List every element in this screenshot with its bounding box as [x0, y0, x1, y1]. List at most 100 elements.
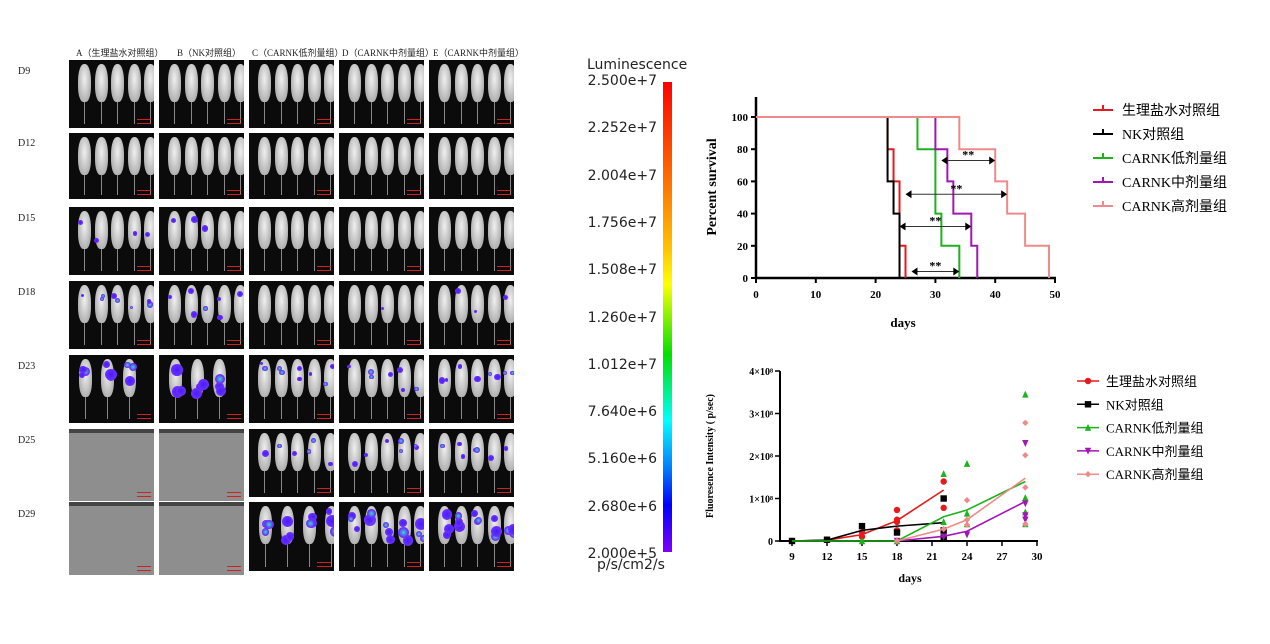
mouse: [397, 137, 411, 175]
luminescence-spot: [443, 531, 451, 540]
significance-label: **: [929, 259, 941, 273]
mouse-tail: [313, 102, 315, 124]
mouse-tail: [370, 471, 372, 493]
legend-marker: [1084, 447, 1092, 455]
mouse: [348, 433, 361, 471]
luminescence-spot: [279, 369, 286, 376]
mouse-tail: [133, 249, 135, 271]
mouse: [307, 285, 321, 323]
luminescence-spot: [105, 368, 117, 381]
mouse-tail: [370, 102, 372, 124]
mouse-image-panel: [429, 281, 514, 349]
data-point: [858, 522, 866, 530]
mouse: [414, 359, 424, 397]
x-tick-label: 15: [857, 551, 869, 563]
luminescence-spot: [385, 527, 394, 536]
mouse: [111, 64, 124, 102]
mouse-tail: [420, 175, 421, 195]
mouse: [487, 137, 501, 175]
mouse: [471, 285, 484, 323]
data-point: [1022, 484, 1029, 491]
mouse: [217, 137, 231, 175]
data-point: [823, 536, 831, 543]
mouse-tail: [330, 323, 331, 345]
mouse-image-panel: [429, 355, 514, 423]
mouse: [504, 211, 514, 249]
luminescence-spot: [79, 365, 87, 374]
luminescence-spot: [146, 300, 154, 308]
mouse: [348, 285, 361, 323]
mouse-tail: [223, 249, 225, 271]
mouse: [307, 64, 321, 102]
mouse-tail: [460, 102, 462, 124]
mouse-tail: [84, 175, 85, 195]
row-label: D18: [18, 287, 36, 298]
luminescence-spot: [458, 364, 463, 369]
mouse-tail: [117, 249, 118, 271]
mouse-image-panel: [249, 133, 334, 199]
column-header: B（NK对照组）: [177, 48, 242, 58]
mouse-tail: [477, 102, 478, 124]
luminescence-spot: [329, 525, 334, 538]
mouse: [438, 211, 451, 249]
mouse-tail: [175, 397, 176, 419]
luminescence-spot: [308, 372, 313, 376]
mouse: [127, 137, 141, 175]
mouse: [258, 285, 271, 323]
colorbar-tick-label: 1.012e+7: [587, 356, 657, 373]
mouse-tail: [280, 102, 282, 124]
mouse-tail: [370, 323, 372, 345]
mouse: [111, 137, 124, 175]
luminescence-spot: [454, 288, 462, 295]
data-point: [858, 537, 866, 545]
mouse: [487, 285, 501, 323]
mouse-tail: [403, 544, 405, 567]
scale-bar: [317, 488, 331, 493]
legend-marker: [1084, 471, 1092, 478]
x-tick-label: 24: [962, 551, 974, 563]
luminescence-spot: [384, 439, 389, 444]
row-label: D15: [18, 213, 36, 224]
mean-line-4: [896, 477, 1026, 542]
luminescence-spot: [503, 446, 509, 451]
mouse: [414, 64, 424, 102]
luminescence-spot: [308, 512, 317, 522]
data-point: [940, 525, 947, 533]
data-point: [940, 495, 947, 502]
luminescence-spot: [259, 361, 264, 366]
mouse: [381, 285, 394, 323]
mouse: [184, 64, 198, 102]
luminescence-spot: [325, 508, 333, 515]
significance-label: **: [929, 213, 941, 227]
arrow-left: [911, 267, 918, 276]
mouse-image-panel: [339, 60, 424, 128]
luminescence-spot: [420, 534, 424, 543]
mouse-tail: [460, 471, 462, 493]
scale-bar: [317, 119, 331, 124]
arrow-right: [989, 156, 996, 165]
mouse-tail: [403, 102, 405, 124]
luminescence-spot: [439, 377, 446, 384]
mouse-tail: [297, 471, 298, 493]
mouse: [78, 137, 91, 175]
mouse: [168, 137, 181, 175]
mouse-image-panel: [429, 429, 514, 497]
luminescence-spot: [474, 517, 482, 525]
mouse-image-panel: [69, 207, 154, 275]
luminescence-spot: [214, 374, 226, 385]
mouse: [201, 64, 214, 102]
mouse-tail: [354, 544, 355, 567]
mouse: [348, 64, 361, 102]
scale-bar: [497, 266, 511, 271]
luminescence-spot: [414, 517, 424, 530]
mouse-tail: [354, 175, 355, 195]
mouse: [324, 137, 334, 175]
scale-bar: [227, 414, 241, 419]
luminescence-spot: [144, 231, 150, 237]
mouse-image-panel: [429, 502, 514, 571]
luminescence-spot: [503, 370, 508, 375]
x-tick-label: 30: [930, 289, 942, 301]
y-tick-label: 40: [737, 209, 749, 221]
legend-label: CARNK高剂量组: [1106, 467, 1204, 482]
mouse-tail: [387, 102, 388, 124]
